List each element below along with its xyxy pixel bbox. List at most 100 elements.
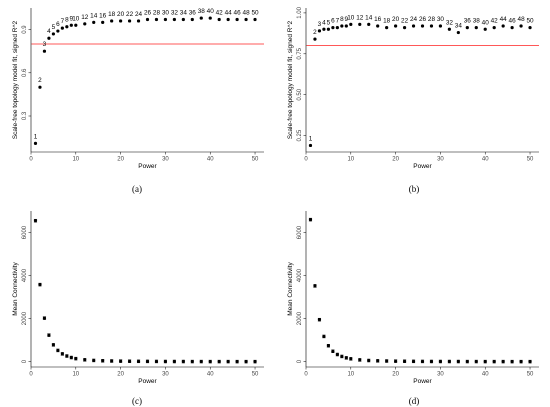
point-label: 5 xyxy=(52,24,56,31)
point-label: 48 xyxy=(518,16,526,23)
y-axis-title: Mean Connectivity xyxy=(12,262,19,316)
point-label: 28 xyxy=(153,10,161,17)
data-point xyxy=(402,26,407,30)
point-label: 20 xyxy=(117,11,125,18)
data-point xyxy=(226,359,230,364)
x-tick-label: 50 xyxy=(527,157,534,163)
data-point xyxy=(317,318,322,322)
point-label: 50 xyxy=(526,18,534,25)
data-point xyxy=(208,16,212,20)
y-axis-title: Scale-free topology model fit, signed R^… xyxy=(287,20,294,139)
point-label: 5 xyxy=(327,19,331,26)
data-point xyxy=(235,359,239,364)
point-label: 8 xyxy=(340,16,344,23)
data-point xyxy=(217,17,221,22)
point-label: 44 xyxy=(500,16,508,23)
data-point xyxy=(65,354,69,358)
data-point xyxy=(83,22,87,26)
data-point xyxy=(331,26,335,30)
y-tick-label: 0.3 xyxy=(22,111,28,120)
point-label: 28 xyxy=(428,16,436,23)
x-tick-label: 10 xyxy=(72,157,79,163)
x-tick-label: 30 xyxy=(162,157,169,163)
data-point xyxy=(42,316,47,320)
data-point xyxy=(110,19,114,23)
point-label: 26 xyxy=(144,10,152,17)
data-point xyxy=(74,357,78,361)
x-tick-label: 0 xyxy=(29,372,33,378)
data-point xyxy=(528,26,532,30)
data-point xyxy=(47,333,51,337)
data-point xyxy=(110,359,114,363)
data-point xyxy=(411,24,416,28)
x-tick-label: 10 xyxy=(72,372,79,378)
data-point xyxy=(172,359,176,364)
x-tick-label: 40 xyxy=(482,157,489,163)
data-point xyxy=(181,17,185,22)
data-point xyxy=(60,26,64,30)
data-point xyxy=(402,359,407,363)
data-point xyxy=(101,20,105,24)
data-point xyxy=(217,359,221,364)
data-point xyxy=(376,359,380,363)
y-tick-label: 0.75 xyxy=(297,47,303,59)
data-point xyxy=(127,19,132,23)
point-label: 4 xyxy=(47,28,51,35)
point-label: 2 xyxy=(38,77,42,84)
point-label: 7 xyxy=(61,18,65,25)
data-point xyxy=(226,17,230,22)
point-label: 36 xyxy=(464,18,472,25)
data-point xyxy=(51,343,56,347)
x-tick-label: 30 xyxy=(162,372,169,378)
data-point xyxy=(92,20,96,24)
point-label: 1 xyxy=(309,135,313,142)
x-tick-label: 30 xyxy=(437,372,444,378)
point-label: 34 xyxy=(455,23,463,30)
data-point xyxy=(101,359,105,363)
x-tick-label: 20 xyxy=(392,157,399,163)
point-label: 1 xyxy=(34,133,38,140)
data-point xyxy=(465,359,469,364)
data-point xyxy=(420,359,425,364)
x-tick-label: 20 xyxy=(392,372,399,378)
data-point xyxy=(235,17,239,22)
data-point xyxy=(335,26,339,30)
panel-c: 0 10 20 30 40 50 0 2000 4000 6000 Power Mean Connec… xyxy=(12,211,264,406)
data-point xyxy=(349,357,353,361)
data-point xyxy=(438,359,443,364)
point-label: 3 xyxy=(318,21,322,28)
y-tick-label: 4000 xyxy=(297,268,303,282)
data-point xyxy=(326,27,331,31)
x-tick-label: 40 xyxy=(207,157,214,163)
data-point xyxy=(127,359,132,363)
data-point xyxy=(244,359,248,364)
panel-caption: (a) xyxy=(132,184,142,194)
x-tick-label: 10 xyxy=(347,372,354,378)
data-point xyxy=(92,358,96,363)
y-tick-label: 6000 xyxy=(297,225,303,239)
point-label: 48 xyxy=(243,10,251,17)
data-point xyxy=(163,359,168,364)
data-point xyxy=(456,359,460,364)
data-point xyxy=(190,359,194,364)
x-tick-label: 10 xyxy=(347,157,354,163)
x-tick-label: 50 xyxy=(252,372,259,378)
x-axis-title: Power xyxy=(138,163,157,170)
data-point xyxy=(244,17,248,22)
data-point xyxy=(367,22,371,26)
data-point xyxy=(38,85,42,89)
data-point xyxy=(322,27,326,31)
point-label: 24 xyxy=(410,16,418,23)
panel-caption: (d) xyxy=(409,396,420,406)
panel-d: 0 10 20 30 40 50 0 2000 4000 6000 Power Mean Connec… xyxy=(287,211,539,406)
point-label: 22 xyxy=(126,11,134,18)
point-label: 8 xyxy=(65,17,69,24)
x-axis-title: Power xyxy=(413,378,432,385)
y-tick-label: 4000 xyxy=(22,268,28,282)
panel-caption: (c) xyxy=(132,396,142,406)
panel-b: 0 10 20 30 40 50 0.25 0.50 0.75 1.00 Power Scale-fr… xyxy=(287,6,539,194)
data-point xyxy=(322,334,326,339)
point-label: 4 xyxy=(322,19,326,26)
point-label: 18 xyxy=(383,18,391,25)
